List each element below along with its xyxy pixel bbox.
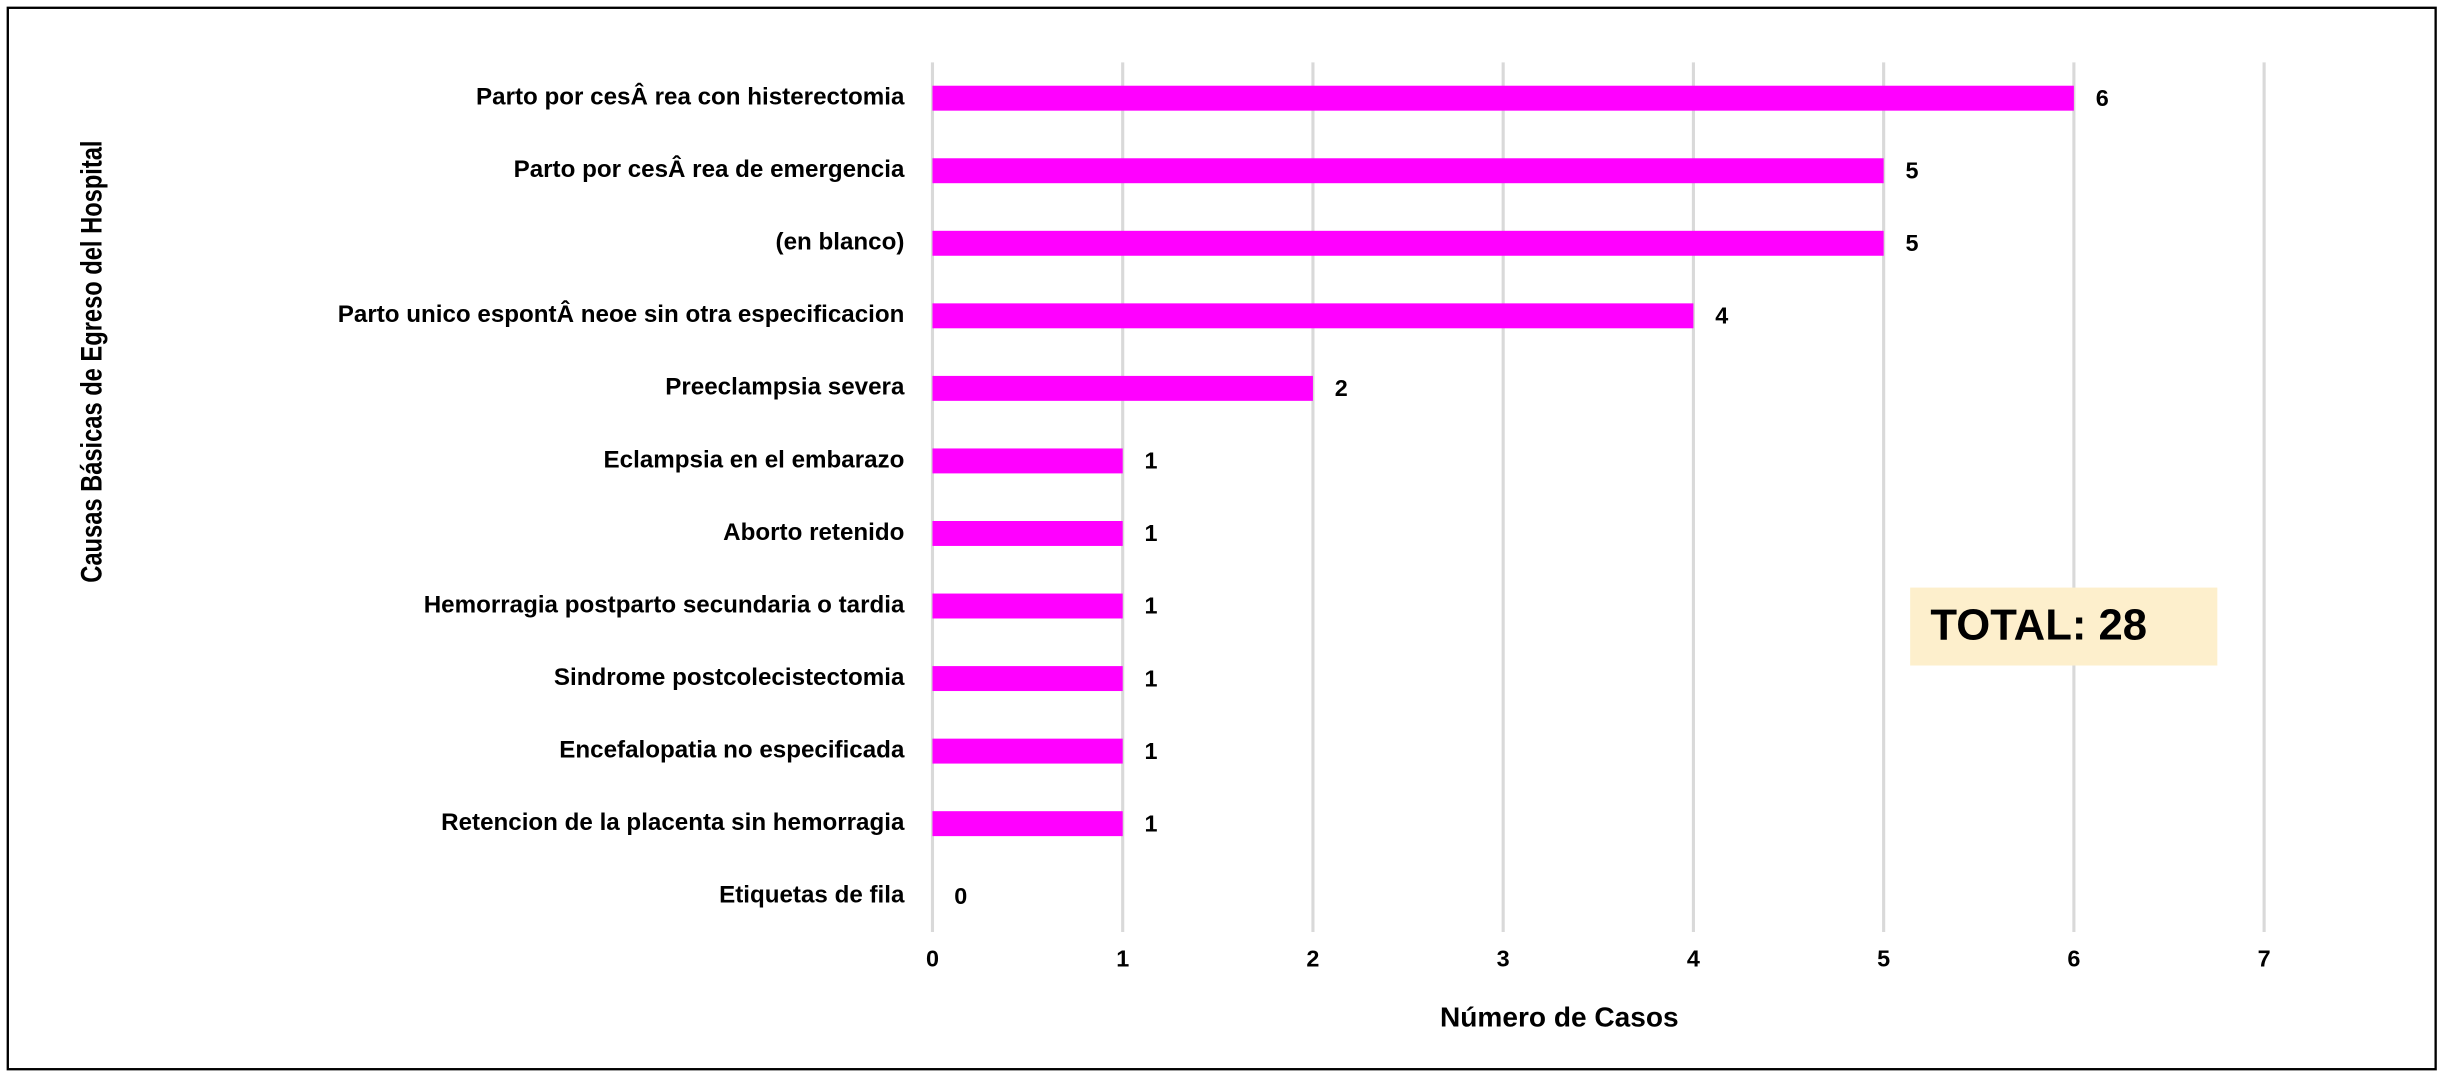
data-label: 0 <box>954 883 967 909</box>
bar <box>932 666 1123 692</box>
y-tick-label: Parto por cesÂ rea con histerectomia <box>476 83 905 111</box>
y-tick-label: Sindrome postcolecistectomia <box>554 664 905 691</box>
bar <box>932 811 1123 837</box>
bar <box>932 85 2074 111</box>
data-label: 1 <box>1145 593 1158 619</box>
bar <box>932 375 1313 401</box>
y-tick-label: Eclampsia en el embarazo <box>604 446 905 473</box>
y-tick-label: Etiquetas de fila <box>719 882 905 909</box>
y-tick-label: Encefalopatia no especificada <box>559 736 905 763</box>
bar <box>932 448 1123 474</box>
y-tick-label: Retencion de la placenta sin hemorragia <box>441 809 905 836</box>
data-label: 6 <box>2096 85 2109 111</box>
x-tick-label: 1 <box>1116 945 1129 971</box>
x-axis-title: Número de Casos <box>1440 1002 1679 1033</box>
data-label: 5 <box>1905 230 1918 256</box>
x-tick-label: 2 <box>1306 945 1319 971</box>
bar <box>932 230 1884 256</box>
bar <box>932 158 1884 184</box>
y-tick-label: Aborto retenido <box>723 519 904 546</box>
bar <box>932 303 1694 329</box>
x-tick-label: 5 <box>1877 945 1890 971</box>
x-tick-label: 4 <box>1687 945 1700 971</box>
x-tick-label: 3 <box>1497 945 1510 971</box>
y-tick-label: (en blanco) <box>776 229 905 256</box>
chart-border <box>6 6 2437 1071</box>
x-tick-label: 7 <box>2258 945 2271 971</box>
data-label: 5 <box>1905 157 1918 183</box>
x-tick-label: 6 <box>2067 945 2080 971</box>
annotation-box <box>1910 587 2218 666</box>
data-label: 4 <box>1715 303 1728 329</box>
data-label: 1 <box>1145 520 1158 546</box>
bar <box>932 593 1123 619</box>
data-label: 1 <box>1145 738 1158 764</box>
y-tick-label: Hemorragia postparto secundaria o tardia <box>424 591 905 618</box>
y-tick-label: Preeclampsia severa <box>665 374 905 401</box>
bar <box>932 738 1123 764</box>
data-label: 1 <box>1145 665 1158 691</box>
data-label: 2 <box>1335 375 1348 401</box>
bar <box>932 521 1123 546</box>
data-label: 1 <box>1145 810 1158 836</box>
data-label: 1 <box>1145 448 1158 474</box>
annotation: TOTAL: 28 <box>1930 601 2147 650</box>
y-tick-label: Parto por cesÂ rea de emergencia <box>514 155 905 183</box>
y-tick-label: Parto unico espontÂ neoe sin otra especi… <box>338 300 905 328</box>
y-axis-title: Causas Básicas de Egreso del Hospital <box>75 140 108 582</box>
x-tick-label: 0 <box>926 945 939 971</box>
